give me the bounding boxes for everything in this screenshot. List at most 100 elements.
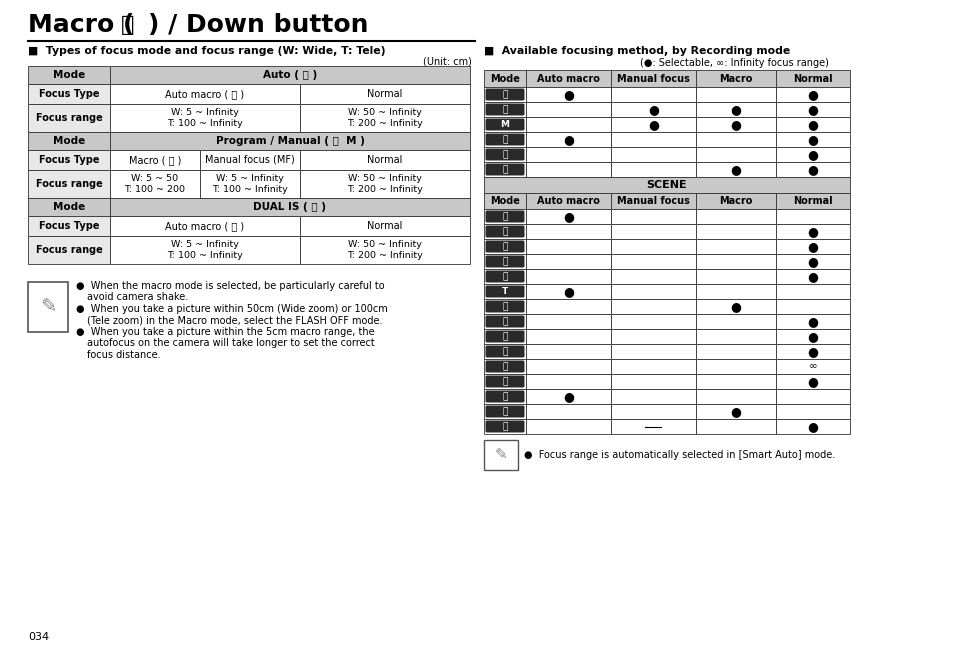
Bar	[200, 150, 299, 170]
FancyBboxPatch shape	[485, 104, 524, 116]
Bar	[610, 404, 696, 419]
Bar	[483, 132, 525, 147]
Bar	[610, 314, 696, 329]
Bar	[525, 162, 610, 177]
Bar	[696, 162, 775, 177]
Bar	[525, 102, 610, 117]
FancyBboxPatch shape	[485, 315, 524, 327]
Bar	[483, 117, 525, 132]
Text: ●  Focus range is automatically selected in [Smart Auto] mode.: ● Focus range is automatically selected …	[523, 450, 835, 460]
Bar	[525, 299, 610, 314]
Bar	[525, 419, 610, 434]
Text: DUAL IS ( 📷 ): DUAL IS ( 📷 )	[253, 202, 326, 212]
Bar	[483, 269, 525, 284]
Text: ●: ●	[807, 315, 818, 328]
Text: Macro ( 🌷 ): Macro ( 🌷 )	[129, 155, 181, 165]
Text: ●: ●	[807, 420, 818, 433]
Bar	[610, 239, 696, 254]
Text: 📷: 📷	[502, 105, 507, 114]
Text: 📷: 📷	[502, 392, 507, 401]
Bar	[525, 359, 610, 374]
Bar	[696, 70, 775, 87]
Text: W: 5 ~ Infinity
T: 100 ~ Infinity: W: 5 ~ Infinity T: 100 ~ Infinity	[212, 174, 288, 193]
Bar	[483, 209, 525, 224]
Bar	[525, 224, 610, 239]
Text: Focus range: Focus range	[35, 245, 102, 255]
Bar	[696, 359, 775, 374]
Bar	[525, 117, 610, 132]
Text: 📷: 📷	[502, 377, 507, 386]
Text: ●: ●	[730, 163, 740, 176]
Text: Auto ( 📷 ): Auto ( 📷 )	[263, 70, 316, 80]
Text: 📷: 📷	[502, 362, 507, 371]
Bar	[525, 239, 610, 254]
Text: avoid camera shake.: avoid camera shake.	[87, 292, 188, 302]
Text: Focus Type: Focus Type	[39, 89, 99, 99]
Bar	[110, 66, 470, 84]
Bar	[610, 359, 696, 374]
Bar	[775, 359, 849, 374]
Text: 📷: 📷	[502, 165, 507, 174]
Text: 🌷: 🌷	[502, 302, 507, 311]
Bar	[775, 419, 849, 434]
Bar	[696, 102, 775, 117]
Text: Mode: Mode	[490, 73, 519, 84]
Text: 📷: 📷	[502, 212, 507, 221]
Text: Normal: Normal	[792, 73, 832, 84]
Bar	[28, 216, 110, 236]
Bar	[483, 344, 525, 359]
FancyBboxPatch shape	[485, 286, 524, 298]
Bar	[696, 209, 775, 224]
Bar	[483, 193, 525, 209]
Bar	[775, 70, 849, 87]
Bar	[483, 102, 525, 117]
FancyBboxPatch shape	[485, 331, 524, 343]
Text: ●: ●	[807, 148, 818, 161]
Text: Program / Manual ( 📷  M ): Program / Manual ( 📷 M )	[215, 136, 364, 146]
Text: ●: ●	[807, 88, 818, 101]
Bar	[110, 198, 470, 216]
FancyBboxPatch shape	[485, 88, 524, 100]
Text: ●: ●	[807, 240, 818, 253]
Text: ●: ●	[807, 118, 818, 131]
Bar	[696, 193, 775, 209]
Text: ●: ●	[730, 405, 740, 418]
Bar	[483, 239, 525, 254]
Bar	[299, 84, 470, 104]
Bar	[696, 374, 775, 389]
Text: 📷: 📷	[502, 90, 507, 99]
Bar	[610, 254, 696, 269]
Text: ) / Down button: ) / Down button	[148, 13, 368, 37]
Bar	[299, 104, 470, 132]
Bar	[525, 344, 610, 359]
Bar	[299, 236, 470, 264]
Bar	[483, 147, 525, 162]
Bar	[610, 70, 696, 87]
Bar	[610, 87, 696, 102]
Bar	[696, 314, 775, 329]
Text: Macro (: Macro (	[28, 13, 134, 37]
FancyBboxPatch shape	[485, 211, 524, 222]
Bar	[483, 404, 525, 419]
Text: Mode: Mode	[490, 196, 519, 206]
Bar	[483, 374, 525, 389]
Text: 034: 034	[28, 632, 49, 642]
Text: Normal: Normal	[367, 155, 402, 165]
Text: (Tele zoom) in the Macro mode, select the FLASH OFF mode.: (Tele zoom) in the Macro mode, select th…	[87, 315, 382, 325]
Bar	[696, 344, 775, 359]
Bar	[483, 359, 525, 374]
Bar	[775, 209, 849, 224]
FancyBboxPatch shape	[485, 376, 524, 387]
Bar	[200, 170, 299, 198]
Text: 📷: 📷	[502, 422, 507, 431]
Bar	[525, 209, 610, 224]
Bar	[775, 374, 849, 389]
Text: 📷: 📷	[502, 242, 507, 251]
Bar	[299, 216, 470, 236]
FancyBboxPatch shape	[485, 119, 524, 131]
Bar	[525, 254, 610, 269]
Text: Focus range: Focus range	[35, 113, 102, 123]
Text: ●: ●	[807, 103, 818, 116]
Bar	[775, 329, 849, 344]
Bar	[483, 329, 525, 344]
